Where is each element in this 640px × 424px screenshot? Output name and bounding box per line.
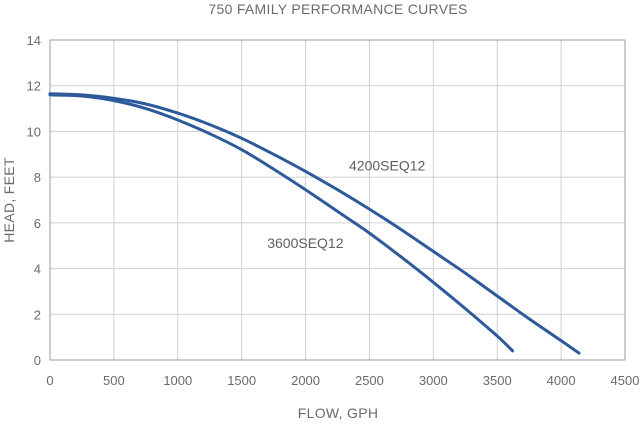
x-tick-label: 1000 — [163, 373, 192, 388]
series-labels: 4200SEQ12 3600SEQ12 — [267, 157, 425, 251]
y-tick-label: 2 — [34, 307, 41, 322]
series-line-4200seq12 — [48, 92, 581, 355]
grid — [49, 39, 626, 361]
x-tick-label: 2500 — [355, 373, 384, 388]
series-lines — [48, 92, 581, 355]
x-axis-ticks: 0 500 1000 1500 2000 2500 3000 3500 4000 4500 — [46, 373, 639, 388]
chart-title: 750 FAMILY PERFORMANCE CURVES — [208, 1, 467, 17]
x-tick-label: 4000 — [547, 373, 576, 388]
y-axis-label: HEAD, FEET — [1, 157, 17, 243]
y-tick-label: 12 — [27, 79, 41, 94]
series-line-3600seq12 — [48, 93, 515, 353]
x-axis-label: FLOW, GPH — [298, 405, 379, 421]
x-tick-label: 3000 — [419, 373, 448, 388]
x-tick-label: 0 — [46, 373, 53, 388]
x-tick-label: 500 — [103, 373, 125, 388]
x-tick-label: 3500 — [483, 373, 512, 388]
series-label-4200seq12: 4200SEQ12 — [349, 157, 425, 173]
series-label-3600seq12: 3600SEQ12 — [267, 235, 343, 251]
y-tick-label: 8 — [34, 170, 41, 185]
y-tick-label: 4 — [34, 262, 41, 277]
x-tick-label: 2000 — [291, 373, 320, 388]
y-tick-label: 10 — [27, 124, 41, 139]
x-tick-label: 1500 — [227, 373, 256, 388]
x-tick-label: 4500 — [611, 373, 640, 388]
y-tick-label: 14 — [27, 33, 41, 48]
y-tick-label: 6 — [34, 216, 41, 231]
y-tick-label: 0 — [34, 353, 41, 368]
plot-frame — [49, 39, 626, 361]
y-axis-ticks: 0 2 4 6 8 10 12 14 — [27, 33, 41, 368]
